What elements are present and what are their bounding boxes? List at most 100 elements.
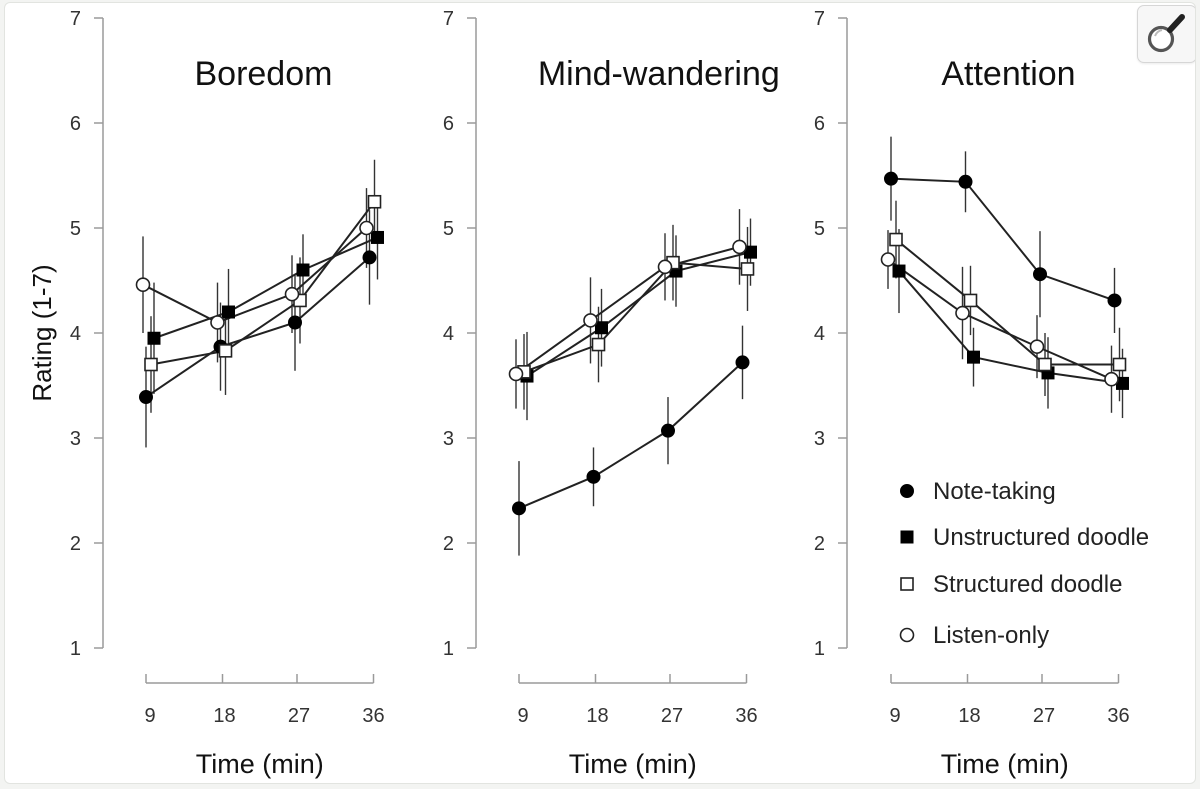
boredom-series-line-note-taking <box>145 256 371 398</box>
mind-wandering-y-tick-label: 3 <box>443 428 454 450</box>
attention-y-tick-label: 1 <box>814 638 825 660</box>
boredom-data-point <box>288 315 302 330</box>
boredom-series-line-unstructured-doodle <box>153 236 378 340</box>
legend-label: Note-taking <box>933 478 1056 505</box>
mind-wandering-y-tick-label: 7 <box>443 8 454 30</box>
mind-wandering-data-point <box>591 337 606 352</box>
boredom-data-point <box>147 331 161 345</box>
attention-data-point <box>958 174 973 189</box>
attention-x-tick-label: 18 <box>958 705 980 727</box>
mind-wandering-data-point <box>657 259 673 275</box>
attention-series-line-unstructured-doodle <box>898 270 1123 385</box>
mind-wandering-data-point <box>512 501 526 516</box>
mind-wandering-series-line-structured-doodle <box>523 261 748 373</box>
boredom-data-point <box>135 277 151 293</box>
attention-data-point <box>880 252 896 267</box>
attention-x-tick-label: 27 <box>1033 705 1055 727</box>
attention-x-axis-title: Time (min) <box>941 749 1069 779</box>
attention-y-tick-label: 5 <box>814 218 825 240</box>
attention-x-tick-label: 36 <box>1107 705 1129 727</box>
legend-label: Listen-only <box>933 622 1049 649</box>
boredom-data-point <box>144 357 158 372</box>
attention-data-point <box>1104 371 1119 387</box>
legend-marker <box>899 627 915 643</box>
figure-frame: 1 2 3 4 5 6 7 9 18 27 36 Time (min) Boredom 1 2 3 4 5 6 7 9 1… <box>4 2 1196 784</box>
attention-data-point <box>889 232 903 247</box>
mind-wandering-x-tick-label: 9 <box>517 705 528 727</box>
attention-data-point <box>1112 357 1127 372</box>
boredom-data-point <box>367 194 382 209</box>
mind-wandering-x-tick-label: 27 <box>661 705 683 727</box>
mind-wandering-panel-title: Mind-wandering <box>538 55 780 93</box>
boredom-series-line-listen-only <box>142 227 368 324</box>
legend-label: Unstructured doodle <box>933 524 1149 551</box>
boredom-y-tick-label: 1 <box>70 638 81 660</box>
boredom-panel-title: Boredom <box>194 55 332 93</box>
attention-data-point <box>1038 357 1052 372</box>
zoom-button[interactable] <box>1137 5 1195 63</box>
legend-label: Structured doodle <box>933 571 1122 598</box>
mind-wandering-series-line-listen-only <box>515 245 740 375</box>
mind-wandering-y-tick-label: 4 <box>443 323 454 345</box>
boredom-data-point <box>139 390 153 405</box>
attention-data-point <box>884 171 898 186</box>
boredom-data-point <box>296 263 310 277</box>
attention-panel-title: Attention <box>941 55 1075 93</box>
legend-marker <box>900 577 914 591</box>
mind-wandering-series-line-note-taking <box>518 361 744 510</box>
boredom-y-tick-label: 2 <box>70 533 81 555</box>
attention-series-line-note-taking <box>890 177 1115 302</box>
mind-wandering-data-point <box>508 366 524 382</box>
attention-y-tick-label: 7 <box>814 8 825 30</box>
attention-y-tick-label: 2 <box>814 533 825 555</box>
boredom-data-point <box>222 305 235 319</box>
attention-data-point <box>1029 339 1045 354</box>
attention-y-tick-label: 3 <box>814 428 825 450</box>
boredom-data-point <box>362 250 377 265</box>
legend-marker <box>900 530 914 544</box>
boredom-data-point <box>359 220 374 236</box>
attention-data-point <box>967 350 980 364</box>
boredom-y-tick-label: 6 <box>70 113 81 135</box>
attention-x-tick-label: 9 <box>889 705 900 727</box>
attention-data-point <box>1107 293 1122 308</box>
mind-wandering-data-point <box>586 469 601 484</box>
mind-wandering-data-point <box>583 313 598 328</box>
attention-data-point <box>892 264 906 278</box>
mind-wandering-data-point <box>595 321 608 335</box>
mind-wandering-x-axis-title: Time (min) <box>569 749 697 779</box>
mind-wandering-x-tick-label: 18 <box>586 705 608 727</box>
y-axis-title: Rating (1-7) <box>27 264 57 401</box>
boredom-data-point <box>371 230 384 244</box>
mind-wandering-y-tick-label: 6 <box>443 113 454 135</box>
attention-data-point <box>963 293 978 308</box>
boredom-x-tick-label: 36 <box>362 705 384 727</box>
boredom-x-axis-title: Time (min) <box>196 749 324 779</box>
mind-wandering-data-point <box>735 355 750 370</box>
attention-series-line-structured-doodle <box>895 238 1120 366</box>
boredom-y-tick-label: 7 <box>70 8 81 30</box>
attention-data-point <box>1033 267 1047 282</box>
boredom-data-point <box>210 315 225 330</box>
attention-series-line-listen-only <box>887 258 1112 381</box>
attention-y-tick-label: 4 <box>814 323 825 345</box>
boredom-series-line-structured-doodle <box>150 201 376 366</box>
boredom-data-point <box>218 344 233 358</box>
boredom-x-tick-label: 9 <box>144 705 155 727</box>
mind-wandering-y-tick-label: 2 <box>443 533 454 555</box>
magnifier-icon <box>1147 14 1185 53</box>
mind-wandering-data-point <box>732 239 747 255</box>
mind-wandering-data-point <box>661 423 675 438</box>
boredom-x-tick-label: 27 <box>288 705 310 727</box>
mind-wandering-x-tick-label: 36 <box>735 705 757 727</box>
boredom-data-point <box>284 286 300 302</box>
boredom-x-tick-label: 18 <box>213 705 235 727</box>
legend-marker <box>900 484 914 498</box>
attention-y-tick-label: 6 <box>814 113 825 135</box>
attention-data-point <box>955 305 970 321</box>
boredom-y-tick-label: 5 <box>70 218 81 240</box>
mind-wandering-y-tick-label: 1 <box>443 638 454 660</box>
boredom-y-tick-label: 4 <box>70 323 81 345</box>
boredom-y-tick-label: 3 <box>70 428 81 450</box>
